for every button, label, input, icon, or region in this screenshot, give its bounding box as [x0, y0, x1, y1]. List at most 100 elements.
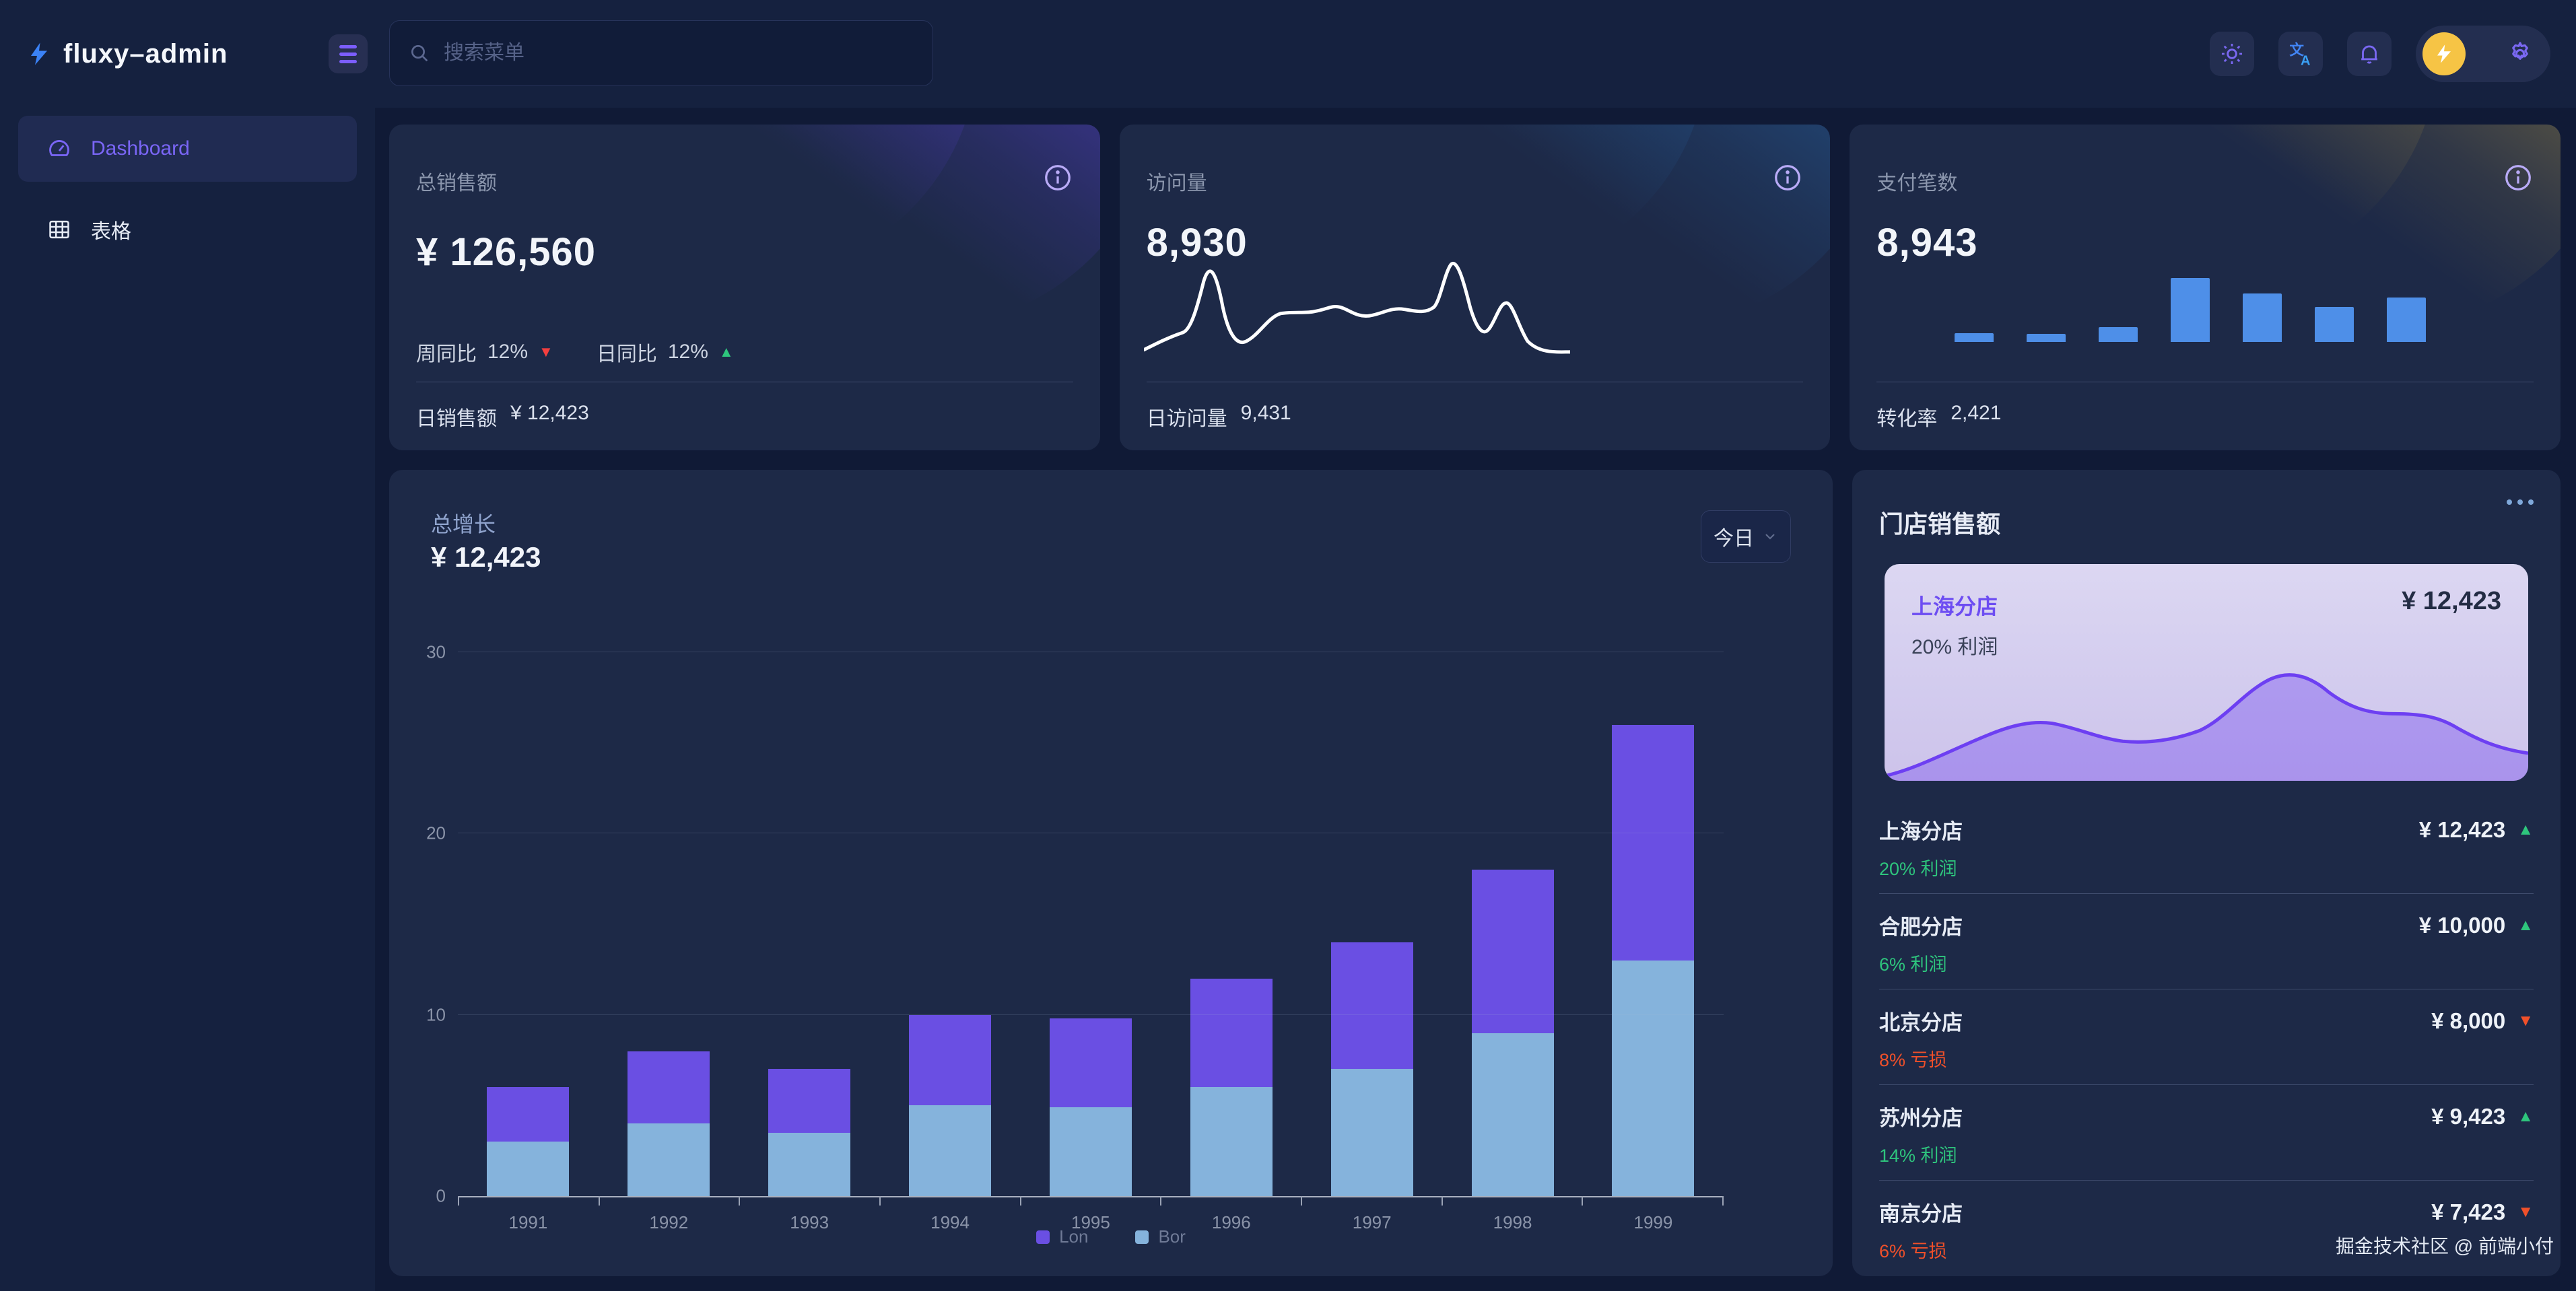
bar-segment-lon: [1190, 978, 1273, 1088]
growth-ticks: [458, 1196, 1724, 1206]
stacked-bar: [1049, 652, 1132, 1196]
date-range-dropdown[interactable]: 今日: [1701, 510, 1791, 563]
trend-icon: ▼: [2517, 1202, 2534, 1221]
metric-label: 日同比: [596, 343, 657, 365]
trend-icon: ▲: [2517, 1107, 2534, 1125]
search-input[interactable]: [444, 42, 914, 65]
footer-credit: 掘金技术社区 @ 前端小付: [2336, 1236, 2554, 1257]
trend-icon: ▲: [2517, 915, 2534, 934]
store-value: ¥ 9,423: [2431, 1103, 2506, 1129]
store-row[interactable]: 上海分店 ¥ 12,423 ▲ 20% 利润: [1879, 798, 2534, 894]
info-icon[interactable]: [1042, 162, 1073, 193]
brand: fluxy–admin: [27, 0, 228, 108]
avatar[interactable]: [2422, 32, 2466, 75]
bar-segment-bor: [487, 1142, 570, 1196]
area-line: [1885, 675, 2528, 776]
stacked-bar: [768, 652, 851, 1196]
store-name: 上海分店: [1879, 820, 1963, 843]
footer-label: 转化率: [1876, 408, 1938, 430]
stacked-bar: [1190, 652, 1273, 1196]
card-total-sales: 总销售额 ¥ 126,560 周同比 12% ▼ 日同比 12% ▲ 日销售额: [389, 125, 1100, 450]
menu-toggle-button[interactable]: [329, 34, 368, 73]
metric-value: 12%: [667, 341, 708, 363]
card-title: 总销售额: [416, 172, 497, 195]
x-axis-line: [458, 1196, 1724, 1197]
growth-plot: 1991 1992 1993 1994 1995 1996 1997 1998 1999 0 10…: [426, 642, 1724, 1232]
more-menu-icon[interactable]: [2507, 499, 2534, 505]
user-settings-pill[interactable]: [2416, 26, 2550, 82]
sidebar-item-table[interactable]: 表格: [18, 197, 357, 263]
store-value: ¥ 7,423: [2431, 1199, 2506, 1224]
sparkline-path: [1144, 263, 1570, 352]
bar-segment-bor: [1330, 1069, 1413, 1196]
stat-footer: 转化率 2,421: [1876, 402, 2001, 431]
footer-label: 日访问量: [1146, 408, 1227, 430]
footer-value: 9,431: [1240, 402, 1291, 424]
range-label: 今日: [1714, 528, 1754, 550]
bar-segment-lon: [768, 1069, 851, 1133]
search-icon: [409, 42, 430, 64]
mini-bar: [2387, 298, 2427, 342]
stat-value: 8,930: [1146, 221, 1248, 265]
store-row[interactable]: 北京分店 ¥ 8,000 ▼ 8% 亏损: [1879, 989, 2534, 1085]
trend-icon: ▼: [2517, 1011, 2534, 1030]
sidebar-item-dashboard[interactable]: Dashboard: [18, 116, 357, 182]
mini-bar: [1955, 333, 1994, 342]
card-store-sales: 门店销售额 上海分店 ¥ 12,423 20% 利润 上海分店 ¥ 12,423…: [1852, 470, 2561, 1276]
x-axis-label: 1991: [508, 1212, 548, 1232]
card-payments: 支付笔数 8,943 转化率 2,421: [1850, 125, 2561, 450]
store-row[interactable]: 苏州分店 ¥ 9,423 ▲ 14% 利润: [1879, 1085, 2534, 1181]
sidebar: Dashboard 表格: [0, 108, 375, 1291]
featured-store-card[interactable]: 上海分店 ¥ 12,423 20% 利润: [1885, 564, 2528, 781]
store-value: ¥ 8,000: [2431, 1008, 2506, 1033]
x-axis-label: 1993: [790, 1212, 829, 1232]
bar-segment-lon: [628, 1051, 710, 1124]
language-button[interactable]: 文 A: [2278, 32, 2323, 76]
featured-store-profit: 20% 利润: [1911, 636, 1998, 658]
sidebar-item-label: 表格: [91, 221, 131, 243]
mini-bar: [2243, 293, 2282, 342]
svg-text:A: A: [2301, 54, 2310, 67]
logo-lightning-icon: [27, 36, 51, 71]
bar-segment-lon: [487, 1087, 570, 1142]
legend-item-bor[interactable]: Bor: [1135, 1226, 1186, 1247]
store-value: ¥ 12,423: [2418, 816, 2506, 842]
y-axis-tick-label: 0: [436, 1185, 446, 1206]
store-row[interactable]: 合肥分店 ¥ 10,000 ▲ 6% 利润: [1879, 894, 2534, 989]
card-visits: 访问量 8,930 日访问量 9,431: [1119, 125, 1831, 450]
notifications-button[interactable]: [2347, 32, 2392, 76]
legend-item-lon[interactable]: Lon: [1036, 1226, 1088, 1247]
panel-title: 门店销售额: [1879, 510, 2001, 538]
stacked-bar: [1330, 652, 1413, 1196]
topbar: fluxy–admin 文 A: [0, 0, 2576, 108]
x-axis-label: 1999: [1633, 1212, 1673, 1232]
theme-toggle-button[interactable]: [2210, 32, 2254, 76]
growth-bars: [458, 652, 1724, 1196]
info-icon[interactable]: [2503, 162, 2534, 193]
x-axis-label: 1996: [1211, 1212, 1251, 1232]
growth-xlabels: 1991 1992 1993 1994 1995 1996 1997 1998 1999: [458, 1212, 1724, 1233]
bell-icon: [2357, 41, 2382, 67]
metric-label: 周同比: [416, 343, 477, 365]
mini-bar: [2315, 306, 2354, 342]
x-axis-label: 1994: [930, 1212, 970, 1232]
store-list: 上海分店 ¥ 12,423 ▲ 20% 利润 合肥分店 ¥ 10,000 ▲ 6…: [1879, 798, 2534, 1276]
growth-legend: Lon Bor: [389, 1226, 1833, 1247]
gear-icon[interactable]: [2506, 40, 2534, 68]
y-axis-tick-label: 10: [426, 1004, 446, 1025]
bar-segment-bor: [1471, 1033, 1554, 1196]
info-icon[interactable]: [1772, 162, 1803, 193]
search-box[interactable]: [389, 20, 933, 86]
stats-row: 总销售额 ¥ 126,560 周同比 12% ▼ 日同比 12% ▲ 日销售额: [389, 125, 2561, 450]
stat-value: 8,943: [1876, 221, 1978, 265]
store-name: 苏州分店: [1879, 1107, 1963, 1130]
bar-segment-bor: [768, 1132, 851, 1196]
store-sub: 14% 利润: [1879, 1146, 1957, 1166]
translate-icon: 文 A: [2287, 40, 2314, 67]
store-sub: 20% 利润: [1879, 859, 1957, 879]
store-row[interactable]: 南京分店 ¥ 7,423 ▼ 6% 亏损: [1879, 1181, 2534, 1276]
bar-segment-lon: [909, 1014, 992, 1106]
metrics: 周同比 12% ▼ 日同比 12% ▲: [416, 337, 734, 367]
bar-segment-bor: [909, 1105, 992, 1196]
stat-footer: 日访问量 9,431: [1147, 402, 1291, 431]
